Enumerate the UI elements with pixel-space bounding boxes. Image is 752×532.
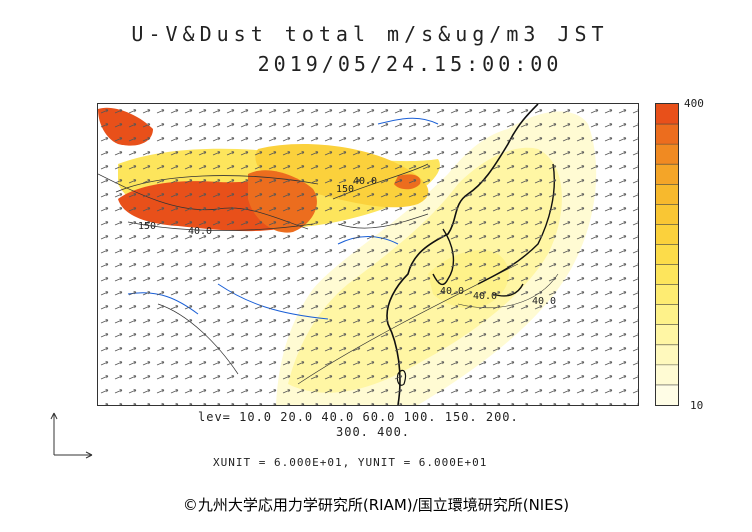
levels-line-2: 300. 400. <box>336 425 411 439</box>
contour-label: 40.0 <box>353 176 377 187</box>
colorbar-max-label: 400 <box>684 97 704 110</box>
colorbar-band <box>656 204 678 225</box>
chart-title: U-V&Dust total m/s&ug/m3 JST <box>131 22 609 46</box>
colorbar-canvas <box>656 104 678 406</box>
colorbar-min-label: 10 <box>690 399 704 412</box>
levels-line-1: lev= 10.0 20.0 40.0 60.0 100. 150. 200. <box>198 410 519 424</box>
contour-label: 150 <box>336 184 354 195</box>
dust-map: 40.0 150 150 40.0 40.0 40.0 40.0 <box>97 103 639 406</box>
colorbar-band <box>656 144 678 165</box>
colorbar-band <box>656 284 678 306</box>
units-line: XUNIT = 6.000E+01, YUNIT = 6.000E+01 <box>213 456 488 469</box>
colorbar-band <box>656 184 678 205</box>
colorbar-band <box>656 324 678 346</box>
colorbar-band <box>656 264 678 286</box>
contour-label: 40.0 <box>440 286 464 297</box>
wind-vectors <box>98 104 638 405</box>
contour-label: 150 <box>138 221 156 232</box>
colorbar-band <box>656 304 678 326</box>
map-canvas: 40.0 150 150 40.0 40.0 40.0 40.0 <box>98 104 638 405</box>
reference-vector-icon <box>50 412 93 459</box>
contour-label: 40.0 <box>188 226 212 237</box>
chart-datetime: 2019/05/24.15:00:00 <box>257 52 563 76</box>
colorbar-band <box>656 124 678 145</box>
colorbar-band <box>656 244 678 266</box>
colorbar-band <box>656 164 678 185</box>
colorbar <box>655 103 679 406</box>
colorbar-band <box>656 384 678 406</box>
colorbar-band <box>656 224 678 245</box>
contour-label: 40.0 <box>473 291 497 302</box>
colorbar-band <box>656 364 678 386</box>
colorbar-band <box>656 104 678 125</box>
copyright-text: ©九州大学応用力学研究所(RIAM)/国立環境研究所(NIES) <box>182 496 570 514</box>
colorbar-band <box>656 344 678 366</box>
contour-label: 40.0 <box>532 296 556 307</box>
